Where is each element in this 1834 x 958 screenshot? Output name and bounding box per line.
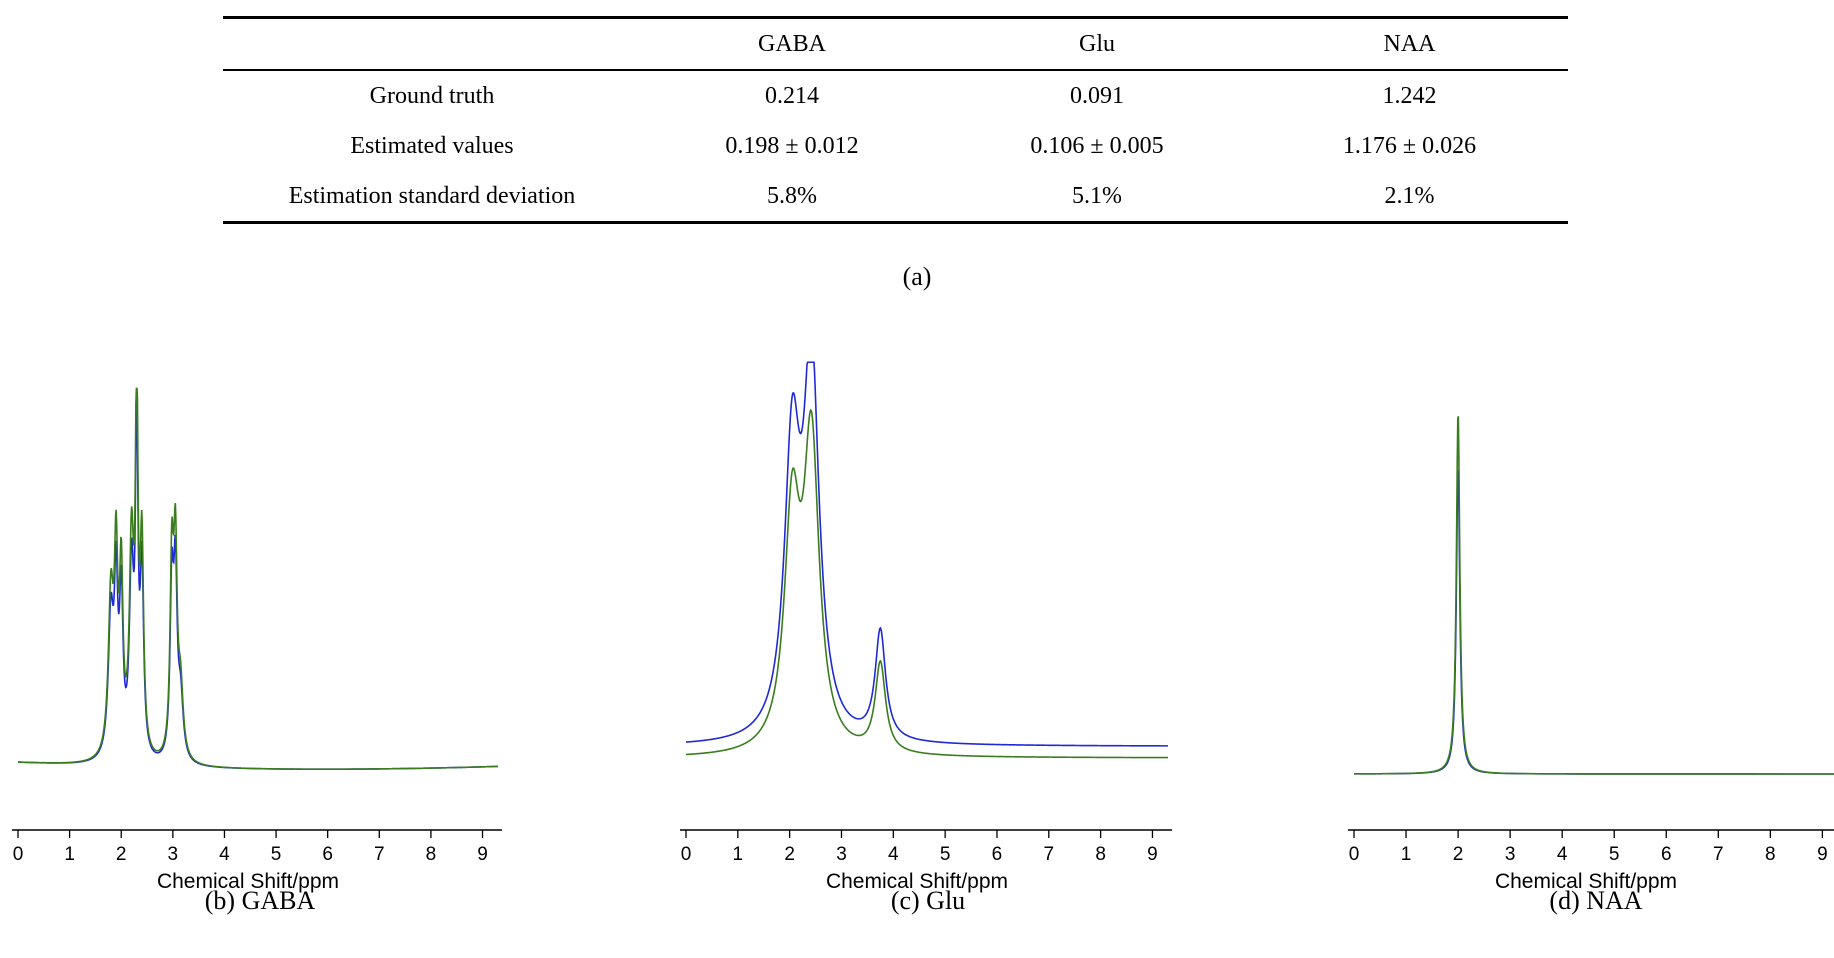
x-tick-label: 8 [426, 844, 437, 865]
spectrum-series-blue [685, 361, 1169, 747]
x-tick-label: 5 [1609, 844, 1620, 865]
table-header-cell [223, 18, 641, 71]
x-tick-label: 9 [1817, 844, 1828, 865]
spectrum-chart-glu: 0 1 2 3 4 5 6 7 8 9 Chemical Shift/ppm [680, 361, 1172, 893]
panel-caption-naa: (d) NAA [1549, 886, 1643, 915]
x-tick-label: 9 [477, 844, 488, 865]
table-row: Estimation standard deviation 5.8% 5.1% … [223, 171, 1568, 223]
table-cell: Estimated values [350, 132, 514, 159]
x-tick-label: 7 [1044, 844, 1055, 865]
x-tick-label: 4 [219, 844, 230, 865]
results-table: GABA Glu NAA Ground truth 0.214 0.091 1.… [223, 16, 1568, 224]
table-cell: Estimation standard deviation [288, 182, 576, 209]
table-cell: 0.198 ± 0.012 [725, 132, 859, 159]
x-tick-label: 4 [888, 844, 899, 865]
x-tick-label: 0 [681, 844, 692, 865]
x-tick-label: 8 [1765, 844, 1776, 865]
x-axis-title: Chemical Shift/ppm [826, 870, 1008, 893]
x-tick-label: 3 [1505, 844, 1516, 865]
x-tick-label: 6 [1661, 844, 1672, 865]
table-cell: 0.091 [1070, 82, 1124, 109]
table-cell: 1.242 [1382, 82, 1437, 109]
spectrum-series-green [17, 387, 499, 770]
x-tick-label: 6 [992, 844, 1003, 865]
table-row: Estimated values 0.198 ± 0.012 0.106 ± 0… [223, 121, 1568, 171]
x-tick-label: 7 [1713, 844, 1724, 865]
x-tick-label: 8 [1095, 844, 1106, 865]
spectrum-panel-naa: 0 1 2 3 4 5 6 7 8 9 Chemical Shift/ppm (d) NAA [1336, 356, 1834, 916]
spectrum-series-blue [1354, 469, 1834, 775]
table-header-cell: NAA [1383, 30, 1436, 57]
spectrum-panel-glu: 0 1 2 3 4 5 6 7 8 9 Chemical Shift/ppm (c) Glu [668, 356, 1188, 916]
x-tick-label: 2 [116, 844, 127, 865]
panel-caption-gaba: (b) GABA [204, 886, 316, 915]
spectrum-chart-naa: 0 1 2 3 4 5 6 7 8 9 Chemical Shift/ppm [1348, 416, 1834, 893]
spectrum-chart-gaba: 0 1 2 3 4 5 6 7 8 9 Chemical Shift/ppm [12, 387, 502, 893]
x-tick-label: 9 [1147, 844, 1158, 865]
x-tick-label: 1 [1401, 844, 1412, 865]
table-cell: 1.176 ± 0.026 [1342, 132, 1477, 159]
x-tick-label: 1 [64, 844, 75, 865]
spectrum-series-blue [17, 388, 499, 771]
table-cell: Ground truth [369, 82, 495, 109]
x-tick-label: 2 [784, 844, 795, 865]
table-header-cell: GABA [757, 30, 826, 57]
table-cell: 2.1% [1384, 182, 1435, 209]
spectrum-series-green [1353, 416, 1834, 775]
table-cell: 5.1% [1072, 182, 1122, 209]
table-cell: 0.214 [765, 82, 819, 109]
x-tick-label: 3 [168, 844, 179, 865]
spectrum-series-green [685, 408, 1168, 759]
x-tick-label: 5 [940, 844, 951, 865]
x-tick-label: 4 [1557, 844, 1568, 865]
x-tick-label: 2 [1453, 844, 1464, 865]
panel-caption-glu: (c) Glu [890, 886, 966, 915]
x-tick-label: 0 [1349, 844, 1360, 865]
x-tick-label: 3 [836, 844, 847, 865]
table-header-row: GABA Glu NAA [223, 17, 1568, 71]
table-header-cell: Glu [1079, 30, 1115, 57]
x-tick-label: 6 [322, 844, 333, 865]
results-table-container: GABA Glu NAA Ground truth 0.214 0.091 1.… [223, 16, 1568, 224]
x-axis-title: Chemical Shift/ppm [1495, 870, 1677, 893]
table-row: Ground truth 0.214 0.091 1.242 [223, 70, 1568, 121]
table-caption: (a) [902, 262, 932, 291]
spectrum-panel-gaba: 0 1 2 3 4 5 6 7 8 9 Chemical Shift/ppm (b) GABA [0, 356, 520, 916]
table-cell: 5.8% [767, 182, 817, 209]
x-axis-title: Chemical Shift/ppm [157, 870, 339, 893]
x-tick-label: 1 [733, 844, 744, 865]
table-cell: 0.106 ± 0.005 [1030, 132, 1164, 159]
x-tick-label: 5 [271, 844, 282, 865]
x-tick-label: 0 [13, 844, 24, 865]
x-tick-label: 7 [374, 844, 385, 865]
